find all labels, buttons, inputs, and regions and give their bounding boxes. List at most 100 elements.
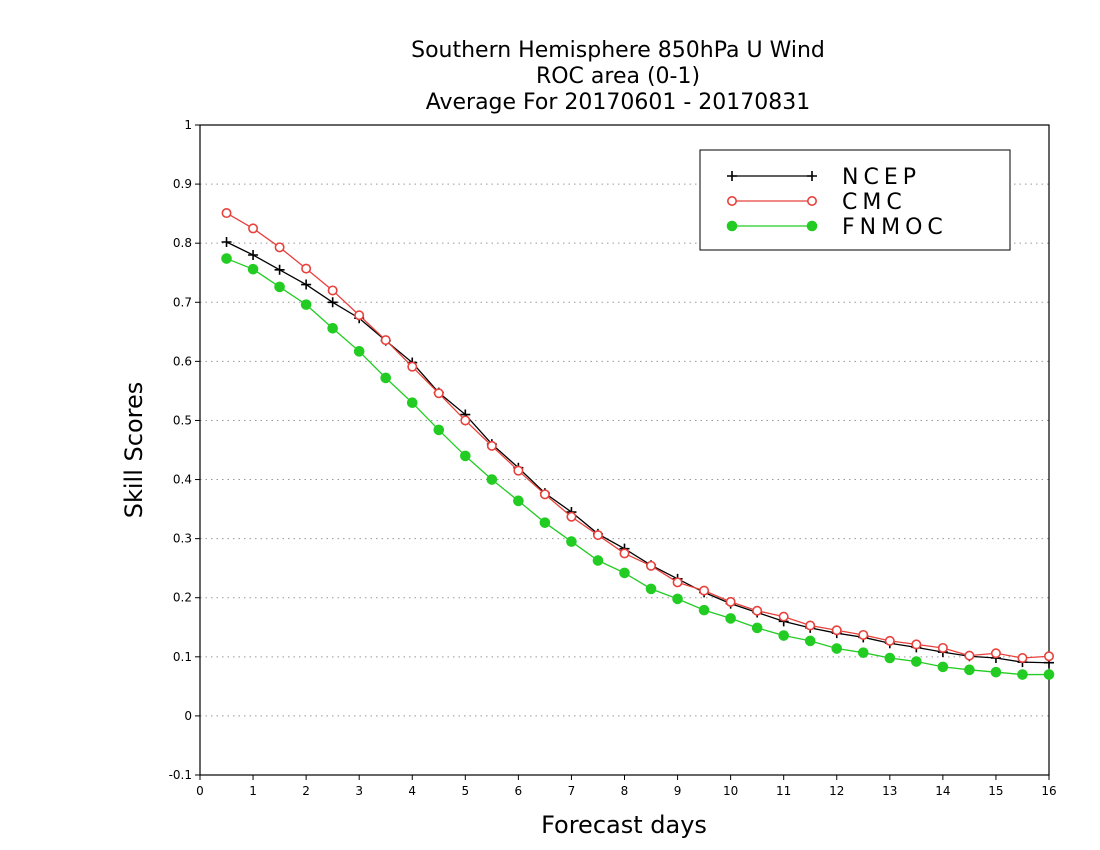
data-point	[301, 263, 312, 274]
series-ncep	[221, 237, 1054, 668]
x-tick-label: 14	[935, 784, 950, 798]
data-point	[805, 620, 816, 631]
data-point	[778, 611, 789, 622]
y-tick-label: 0.6	[173, 354, 192, 368]
data-point	[964, 650, 975, 661]
data-point	[274, 281, 285, 293]
data-point	[433, 424, 445, 436]
legend-marker	[726, 220, 738, 232]
data-point	[566, 536, 577, 547]
x-tick-label: 7	[568, 784, 576, 798]
data-point	[672, 577, 683, 588]
data-point	[778, 630, 789, 641]
y-tick-label: -0.1	[169, 768, 192, 782]
legend-marker	[727, 171, 737, 181]
data-point	[619, 567, 630, 579]
legend-marker	[726, 196, 737, 207]
data-point	[566, 511, 577, 522]
x-tick-label: 11	[776, 784, 791, 798]
data-point	[990, 666, 1002, 678]
data-point	[407, 361, 418, 372]
series-line	[226, 241, 1050, 664]
data-point	[937, 642, 948, 653]
data-point	[645, 583, 657, 595]
data-point	[353, 346, 365, 357]
y-axis-label: Skill Scores	[120, 382, 148, 519]
data-point	[672, 593, 683, 605]
series-line	[226, 257, 1049, 676]
data-point	[831, 643, 843, 654]
data-point	[380, 335, 391, 346]
data-point	[884, 652, 896, 664]
data-point	[460, 450, 471, 462]
data-point	[327, 297, 338, 308]
y-tick-label: 0.9	[173, 177, 192, 191]
data-point	[327, 285, 338, 296]
data-point	[646, 560, 657, 571]
legend-marker	[807, 171, 817, 181]
data-point	[406, 397, 418, 409]
x-tick-label: 4	[408, 784, 416, 798]
data-point	[539, 489, 550, 500]
y-tick-label: 0.8	[173, 236, 192, 250]
data-point	[300, 299, 312, 310]
data-point	[1017, 669, 1028, 680]
data-point	[884, 635, 895, 646]
data-point	[539, 517, 551, 528]
series-cmc	[221, 208, 1055, 663]
x-tick-label: 5	[461, 784, 469, 798]
legend-box	[699, 149, 1011, 251]
y-tick-label: 0.2	[173, 591, 192, 605]
x-axis: 0 1 2 3 4 5 6 7 8 9 10 11 12 13 14 15 16	[196, 775, 1057, 798]
x-tick-label: 12	[829, 784, 844, 798]
legend-marker	[806, 220, 818, 232]
y-tick-label: 0.3	[173, 532, 192, 546]
data-point	[990, 648, 1001, 659]
y-tick-label: 0.7	[173, 295, 192, 309]
chart-title-line: Average For 20170601 - 20170831	[426, 90, 811, 115]
data-point	[911, 639, 922, 650]
data-point	[831, 625, 842, 636]
x-tick-label: 3	[355, 784, 363, 798]
data-point	[247, 263, 259, 275]
data-point	[592, 530, 603, 541]
series	[221, 208, 1055, 680]
chart-title-line: ROC area (0-1)	[536, 64, 700, 89]
data-point	[221, 237, 232, 247]
data-point	[964, 664, 975, 676]
y-tick-label: 0.1	[173, 650, 192, 664]
data-point	[698, 604, 710, 616]
data-point	[751, 622, 763, 634]
data-point	[248, 223, 259, 234]
x-tick-label: 8	[621, 784, 629, 798]
data-point	[486, 474, 498, 485]
x-tick-label: 10	[723, 784, 738, 798]
data-point	[857, 647, 869, 658]
data-point	[858, 629, 869, 640]
data-point	[354, 310, 365, 321]
x-tick-label: 0	[196, 784, 204, 798]
x-tick-label: 1	[249, 784, 257, 798]
y-axis: -0.1 0 0.1 0.2 0.3 0.4 0.5 0.6 0.7 0.8 0.9 1	[169, 118, 200, 782]
data-point	[301, 279, 312, 290]
data-point	[804, 635, 816, 647]
data-point	[699, 585, 710, 596]
data-point	[274, 264, 285, 275]
x-axis-label: Forecast days	[541, 811, 707, 839]
data-point	[221, 253, 232, 264]
data-point	[619, 548, 630, 559]
x-tick-label: 15	[988, 784, 1003, 798]
x-tick-label: 6	[515, 784, 523, 798]
x-tick-label: 2	[302, 784, 310, 798]
y-tick-label: 0.5	[173, 413, 192, 427]
series-fnmoc	[221, 253, 1055, 680]
x-tick-label: 13	[882, 784, 897, 798]
data-point	[248, 250, 259, 260]
data-point	[221, 208, 232, 219]
data-point	[513, 495, 524, 507]
data-point	[937, 661, 949, 673]
legend-label: FNMOC	[842, 215, 948, 240]
x-tick-label: 16	[1041, 784, 1056, 798]
